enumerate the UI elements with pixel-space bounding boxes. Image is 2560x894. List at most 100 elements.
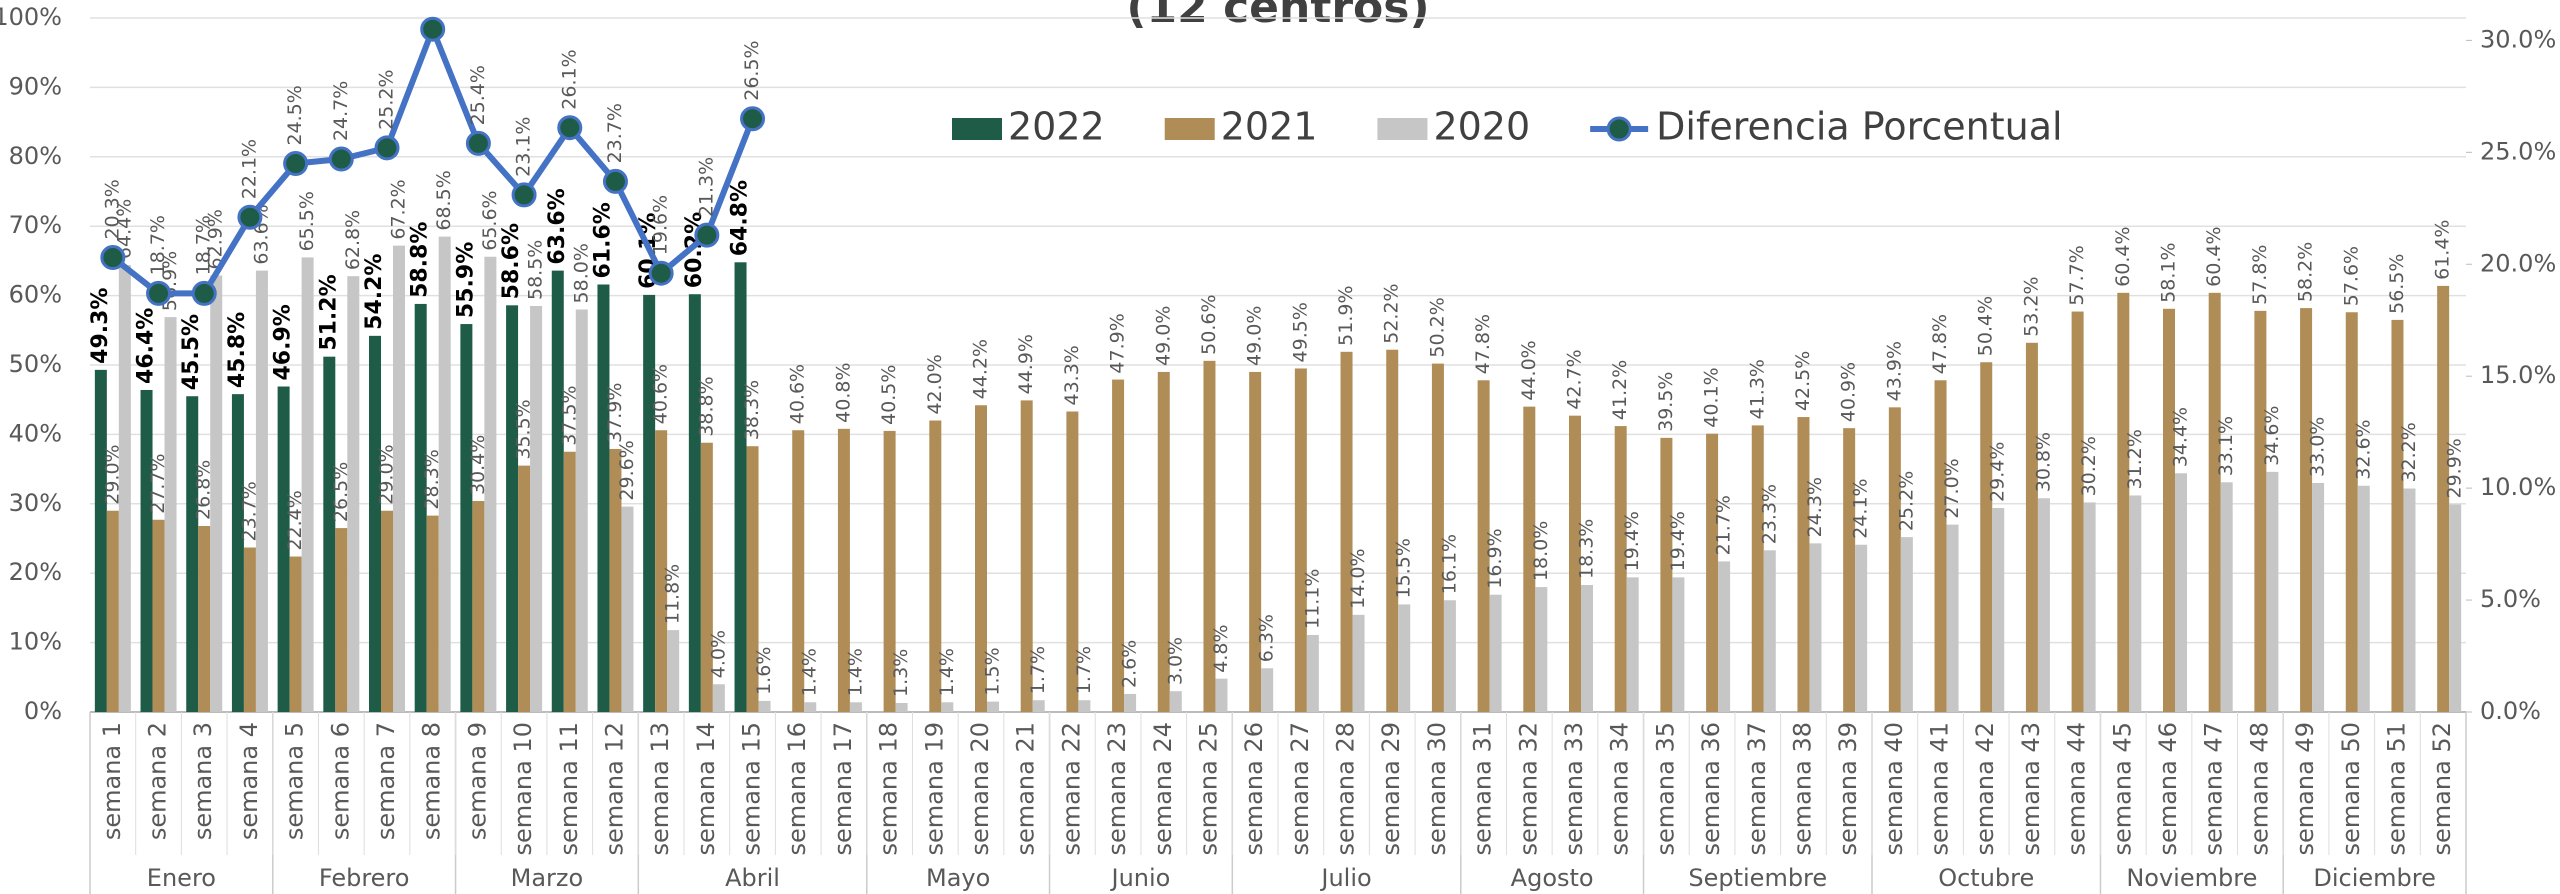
data-label: 43.9% [1883,341,1905,401]
data-label: 18.7% [147,215,169,275]
x-tick-label: semana 7 [372,722,400,840]
data-label: 60.4% [2112,226,2134,286]
data-label: 42.7% [1564,349,1586,409]
data-label: 24.7% [330,81,352,141]
x-tick-label: semana 37 [1743,722,1771,855]
bar [1764,550,1776,712]
x-tick-label: semana 2 [144,722,172,840]
line-marker [559,117,581,139]
bar [1295,368,1307,712]
month-label: Marzo [511,864,584,892]
bar [119,265,131,712]
line-marker [102,247,124,269]
bar [107,511,119,712]
bar [804,702,816,712]
bar [1855,545,1867,712]
line-marker [513,184,535,206]
data-label: 38.3% [741,380,763,440]
bar [1947,525,1959,712]
legend-label: 2020 [1433,105,1530,149]
data-label: 40.9% [1838,362,1860,422]
x-tick-label: semana 23 [1103,722,1131,855]
data-label: 30.8% [2032,432,2054,492]
bar [232,394,244,712]
y-tick-label: 30% [9,489,62,517]
month-label: Febrero [319,864,410,892]
bar [1444,600,1456,712]
data-label: 29.9% [2444,438,2466,498]
data-label: 60.4% [2203,226,2225,286]
data-label: 55.9% [453,242,478,318]
data-label: 1.3% [890,649,912,697]
data-label: 61.6% [590,202,615,278]
x-tick-label: semana 21 [1012,722,1040,855]
x-tick-label: semana 41 [1926,722,1954,855]
data-label: 4.8% [1210,624,1232,672]
data-label: 54.2% [362,254,387,330]
data-label: 1.6% [753,647,775,695]
data-label: 23.1% [513,116,535,176]
bar [95,370,107,712]
data-label: 57.8% [2249,245,2271,305]
x-tick-label: semana 11 [555,722,583,855]
y2-tick-label: 0.0% [2480,697,2541,725]
data-label: 57.6% [2340,246,2362,306]
y-tick-label: 60% [9,281,62,309]
bar [530,306,542,712]
legend-swatch [952,118,1002,140]
month-label: Mayo [926,864,990,892]
y-tick-label: 40% [9,419,62,447]
bar [597,284,609,712]
x-tick-label: semana 27 [1286,722,1314,855]
data-label: 51.9% [1335,285,1357,345]
x-tick-label: semana 36 [1697,722,1725,855]
data-label: 24.5% [284,85,306,145]
data-label: 46.4% [134,308,159,384]
bar [850,702,862,712]
x-tick-label: semana 29 [1377,722,1405,855]
bar [1901,537,1913,712]
bar [506,305,518,712]
bar [302,257,314,712]
bar [2358,486,2370,712]
x-tick-label: semana 26 [1240,722,1268,855]
data-label: 18.7% [193,215,215,275]
y-tick-label: 80% [9,142,62,170]
data-label: 11.8% [662,564,684,624]
legend-swatch [1165,118,1215,140]
line-marker [650,262,672,284]
y2-tick-label: 15.0% [2480,361,2556,389]
data-label: 37.9% [604,383,626,443]
x-tick-label: semana 39 [1834,722,1862,855]
x-tick-label: semana 33 [1560,722,1588,855]
x-tick-label: semana 16 [783,722,811,855]
data-label: 24.3% [1804,477,1826,537]
bar [369,336,381,712]
data-label: 40.1% [1701,367,1723,427]
bar [2072,312,2084,712]
data-label: 27.0% [1941,458,1963,518]
bar [2084,502,2096,712]
bar [518,466,530,712]
bar [2026,343,2038,712]
data-label: 58.8% [408,222,433,298]
month-label: Enero [147,864,216,892]
bar [347,276,359,712]
data-label: 58.2% [2295,242,2317,302]
data-label: 11.1% [1301,569,1323,629]
bar [689,294,701,712]
data-label: 49.0% [1152,306,1174,366]
data-label: 58.0% [570,243,592,303]
data-label: 41.3% [1746,359,1768,419]
data-label: 58.1% [2158,242,2180,302]
x-tick-label: semana 25 [1194,722,1222,855]
bar [1398,604,1410,712]
line-marker [148,282,170,304]
bar [1672,577,1684,712]
bar [1078,700,1090,712]
bar [335,528,347,712]
data-label: 40.6% [650,364,672,424]
data-label: 1.5% [982,647,1004,695]
line-marker [696,224,718,246]
legend-marker [1608,118,1630,140]
